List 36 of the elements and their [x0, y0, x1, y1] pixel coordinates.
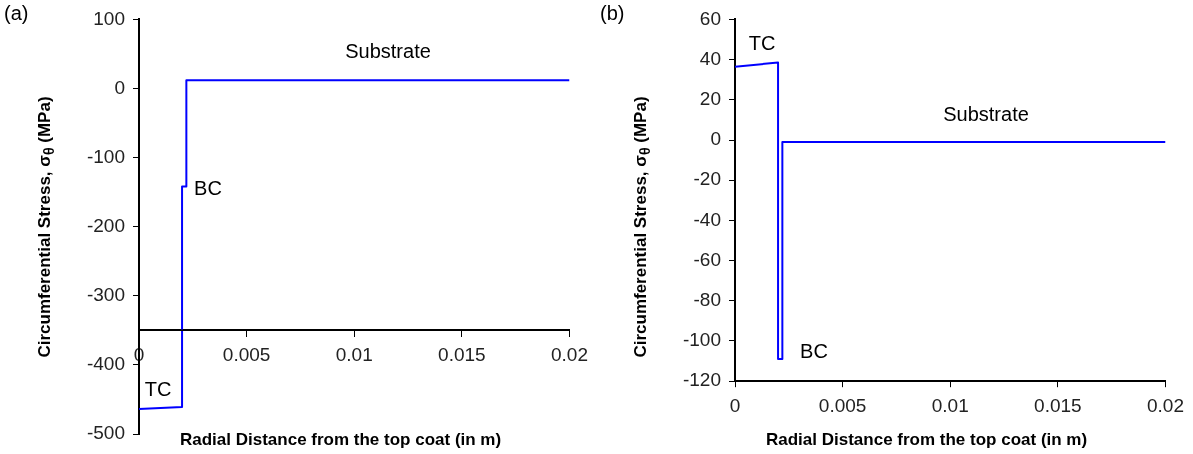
- y-tick-label: -200: [86, 214, 125, 236]
- x-tick-label: 0.015: [438, 343, 486, 365]
- y-tick-label: -100: [86, 145, 125, 167]
- text: (a): [4, 1, 29, 24]
- x-tick-label: 0.01: [931, 394, 969, 416]
- y-tick-label: -500: [86, 422, 125, 444]
- x-tick-label: 0: [729, 394, 741, 416]
- y-tick-label: -60: [693, 248, 721, 270]
- annotation: BC: [800, 339, 828, 362]
- x-tick-label: 0.02: [1147, 394, 1184, 416]
- y-tick-label: 40: [699, 47, 721, 69]
- y-tick-label: -40: [693, 208, 721, 230]
- annotation: Substrate: [345, 39, 431, 62]
- y-tick-label: -80: [693, 289, 721, 311]
- annotation: TC: [748, 31, 776, 54]
- x-tick-label: 0.005: [222, 343, 271, 365]
- x-tick-label: 0.02: [551, 343, 588, 365]
- y-tick-label: 0: [710, 128, 721, 150]
- y-tick-label: -20: [693, 168, 721, 190]
- annotation: TC: [144, 377, 172, 400]
- annotation: Substrate: [943, 102, 1029, 125]
- y-tick-label: 20: [699, 88, 721, 110]
- y-tick-label: -100: [682, 329, 721, 351]
- y-tick-label: -120: [682, 369, 721, 391]
- x-tick-label: 0.005: [818, 394, 867, 416]
- annotation: BC: [194, 176, 222, 199]
- y-tick-label: -400: [86, 353, 125, 375]
- y-tick-label: 60: [699, 7, 721, 29]
- x-tick-label: 0.01: [335, 343, 373, 365]
- y-tick-label: -300: [86, 284, 125, 306]
- y-tick-label: 0: [114, 76, 125, 98]
- x-axis-title: Radial Distance from the top coat (in m): [180, 430, 502, 450]
- x-axis-title: Radial Distance from the top coat (in m): [766, 430, 1088, 450]
- x-tick-label: 0.015: [1034, 394, 1082, 416]
- y-tick-label: 100: [93, 7, 125, 29]
- text: (b): [600, 1, 625, 24]
